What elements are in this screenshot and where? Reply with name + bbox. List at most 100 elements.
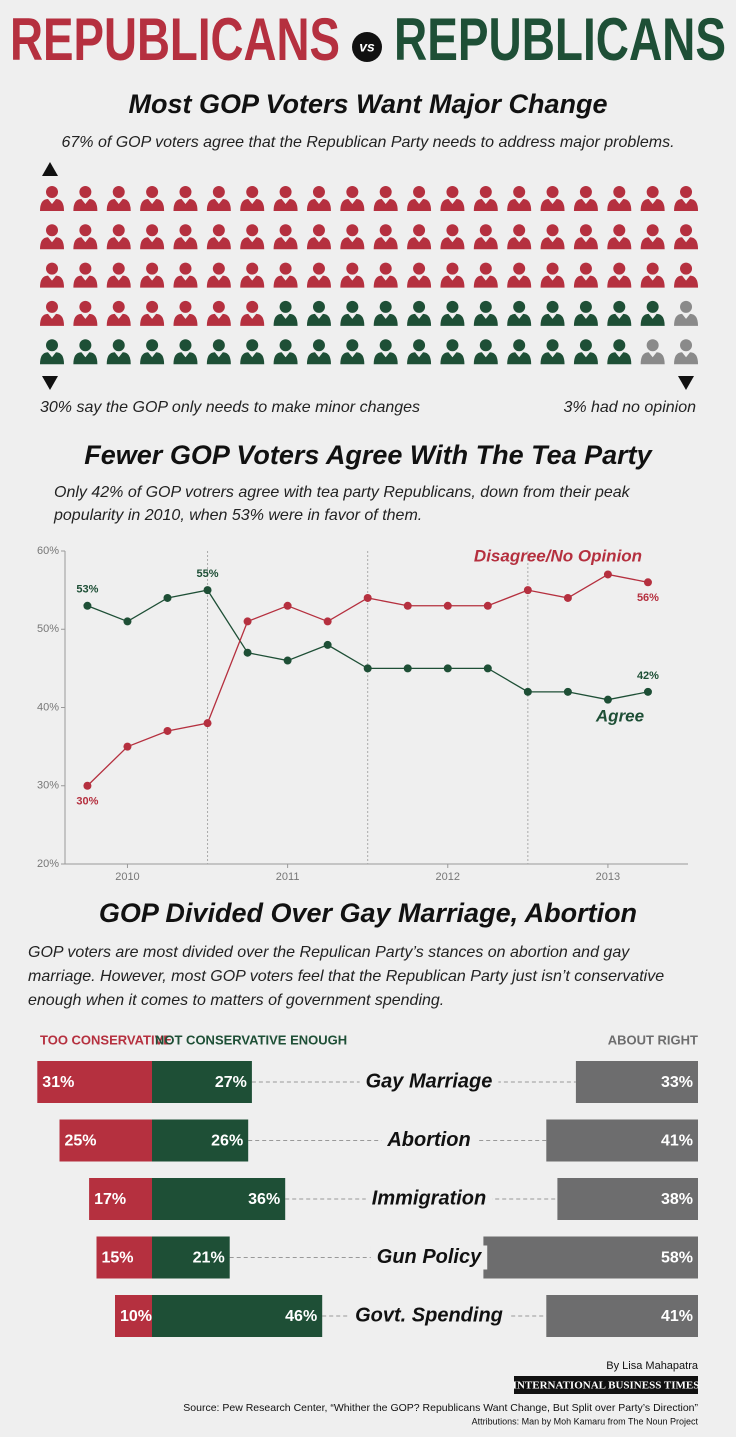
icon-head [479, 224, 492, 237]
icon-body [407, 275, 432, 288]
icon-body [473, 199, 498, 211]
icon-body [607, 313, 632, 326]
category-label: Gay Marriage [366, 1070, 493, 1092]
source: Source: Pew Research Center, “Whither th… [183, 1402, 698, 1414]
icon-body [140, 275, 165, 288]
bar-label: 17% [94, 1191, 126, 1208]
icon-body [106, 275, 131, 288]
icon-head [546, 339, 559, 352]
arrow-down [42, 376, 58, 390]
vs-badge [352, 32, 382, 62]
icon-body [206, 313, 231, 326]
icon-body [273, 237, 298, 250]
icon-head [680, 339, 693, 352]
icon-body [540, 237, 565, 250]
header-vs: vs [359, 39, 375, 55]
icon-head [579, 186, 592, 198]
icon-head [79, 262, 92, 275]
data-point [363, 593, 372, 602]
category-label: Govt. Spending [355, 1304, 503, 1326]
icon-head [579, 224, 592, 237]
icon-head [112, 186, 125, 198]
icon-head [513, 300, 526, 313]
icon-body [40, 237, 64, 250]
icon-head [146, 300, 159, 313]
person-icon [540, 262, 565, 288]
section-subtitle: Only 42% of GOP votrers agree with tea p… [54, 484, 631, 501]
icon-head [379, 186, 392, 198]
data-point [203, 586, 212, 595]
icon-body [473, 237, 498, 250]
person-icon [607, 186, 632, 211]
person-icon [73, 300, 98, 326]
icon-body [106, 352, 131, 365]
person-icon [373, 300, 398, 326]
icon-body [373, 237, 398, 250]
icon-head [312, 300, 325, 313]
person-icon [640, 186, 665, 211]
icon-body [607, 352, 632, 365]
icon-head [146, 262, 159, 275]
person-icon [173, 186, 198, 211]
data-point [323, 617, 332, 626]
x-tick-label: 2011 [276, 871, 300, 883]
bar [96, 1236, 152, 1279]
person-icon [206, 339, 231, 365]
person-icon [340, 300, 365, 326]
icon-head [479, 339, 492, 352]
header-left: REPUBLICANS [10, 6, 340, 73]
icon-head [513, 339, 526, 352]
icon-head [179, 262, 192, 275]
icon-head [46, 262, 58, 275]
icon-head [479, 300, 492, 313]
icon-head [79, 224, 92, 237]
icon-head [346, 300, 359, 313]
label-backdrop [349, 1304, 509, 1328]
person-icon [106, 186, 131, 211]
x-tick-label: 2012 [436, 871, 460, 883]
data-point [323, 640, 332, 649]
icon-head [613, 300, 626, 313]
icon-body [73, 352, 98, 365]
y-tick-label: 30% [37, 780, 59, 792]
attribution: Attributions: Man by Moh Kamaru from The… [472, 1416, 699, 1426]
person-icon [674, 186, 699, 211]
bar [546, 1119, 698, 1162]
person-icon [607, 300, 632, 326]
icon-head [346, 339, 359, 352]
y-tick-label: 50% [37, 623, 59, 635]
icon-body [473, 352, 498, 365]
icon-body [340, 352, 365, 365]
person-icon [40, 262, 64, 288]
label-backdrop [359, 1070, 499, 1094]
icon-body [407, 237, 432, 250]
icon-body [540, 199, 565, 211]
data-point [283, 601, 292, 610]
icon-head [446, 339, 459, 352]
person-icon [640, 300, 665, 326]
icon-head [279, 300, 292, 313]
data-point [483, 664, 492, 673]
icon-head [379, 262, 392, 275]
person-icon [407, 262, 432, 288]
icon-head [579, 339, 592, 352]
bar-label: 46% [285, 1308, 317, 1325]
person-icon [106, 339, 131, 365]
icon-body [40, 352, 64, 365]
person-icon [540, 300, 565, 326]
icon-body [173, 237, 198, 250]
person-icon [40, 224, 64, 250]
person-icon [273, 262, 298, 288]
person-icon [106, 224, 131, 250]
icon-head [46, 300, 58, 313]
person-icon [407, 300, 432, 326]
icon-body [240, 275, 265, 288]
brand: INTERNATIONAL BUSINESS TIMES [513, 1380, 700, 1392]
icon-body [674, 275, 699, 288]
label-backdrop [370, 1245, 488, 1270]
data-point [603, 570, 612, 579]
person-icon [540, 224, 565, 250]
person-icon [607, 262, 632, 288]
icon-body [674, 237, 699, 250]
